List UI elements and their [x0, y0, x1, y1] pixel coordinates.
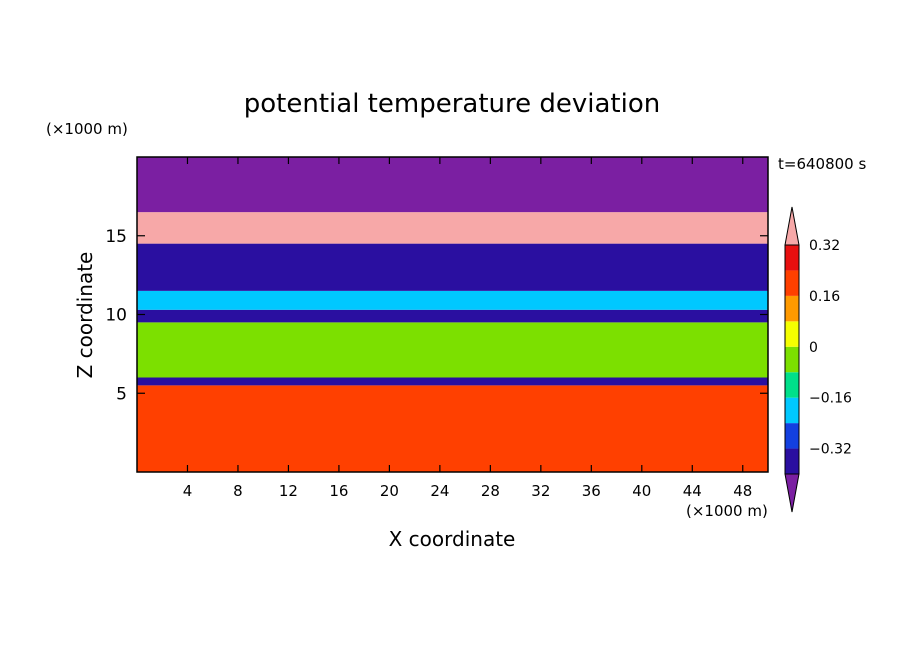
colorbar-band-1	[785, 423, 799, 449]
x-tick-label: 44	[683, 482, 702, 500]
colorbar-band-2	[785, 397, 799, 424]
contour-layer-4	[137, 290, 768, 310]
y-axis: 5 10 15	[105, 227, 768, 404]
x-unit-label: (×1000 m)	[686, 502, 768, 520]
contour-layer-5	[137, 283, 768, 291]
colorbar-band-3	[785, 372, 799, 398]
contour-layer-3	[137, 309, 768, 323]
x-axis: 4 8 12 16 20 24 28 32 36 40 44 48	[183, 157, 752, 500]
y-axis-label: Z coordinate	[73, 252, 97, 379]
colorbar-extend-top	[784, 206, 800, 246]
x-tick-label: 20	[380, 482, 399, 500]
colorbar-band-8	[785, 245, 799, 271]
colorbar-tick-label: 0.16	[809, 289, 840, 305]
x-tick-label: 12	[279, 482, 298, 500]
colorbar-tick-label: −0.16	[809, 391, 852, 407]
contour-layer-8	[137, 157, 768, 213]
x-tick-label: 36	[582, 482, 601, 500]
colorbar-band-7	[785, 270, 799, 296]
x-tick-label: 48	[733, 482, 752, 500]
y-tick-label: 15	[105, 227, 127, 247]
contour-field	[137, 157, 768, 472]
x-tick-label: 28	[481, 482, 500, 500]
x-tick-label: 32	[531, 482, 550, 500]
x-tick-label: 4	[183, 482, 193, 500]
colorbar-band-0	[785, 448, 799, 474]
colorbar-tick-label: 0.32	[809, 238, 840, 254]
contour-layer-7	[137, 212, 768, 244]
contour-layer-2	[137, 322, 768, 378]
contour-layer-0	[137, 385, 768, 472]
y-unit-label: (×1000 m)	[46, 120, 128, 138]
x-tick-label: 16	[329, 482, 348, 500]
chart-title: potential temperature deviation	[244, 89, 660, 119]
colorbar-band-4	[785, 346, 799, 373]
contour-layer-1	[137, 377, 768, 386]
colorbar-band-5	[785, 321, 799, 347]
colorbar-extend-bottom	[784, 473, 800, 513]
x-tick-label: 40	[632, 482, 651, 500]
colorbar: −0.32 −0.16 0 0.16 0.32	[784, 206, 852, 513]
x-axis-label: X coordinate	[389, 527, 516, 551]
y-tick-label: 5	[116, 384, 127, 404]
x-tick-label: 24	[430, 482, 449, 500]
colorbar-tick-label: −0.32	[809, 442, 852, 458]
x-tick-label: 8	[233, 482, 243, 500]
contour-layer-6	[137, 243, 768, 283]
colorbar-tick-label: 0	[809, 340, 818, 356]
y-tick-label: 10	[105, 306, 127, 326]
colorbar-band-6	[785, 295, 799, 322]
colorbar-frame	[784, 244, 800, 475]
time-label: t=640800 s	[778, 155, 866, 173]
